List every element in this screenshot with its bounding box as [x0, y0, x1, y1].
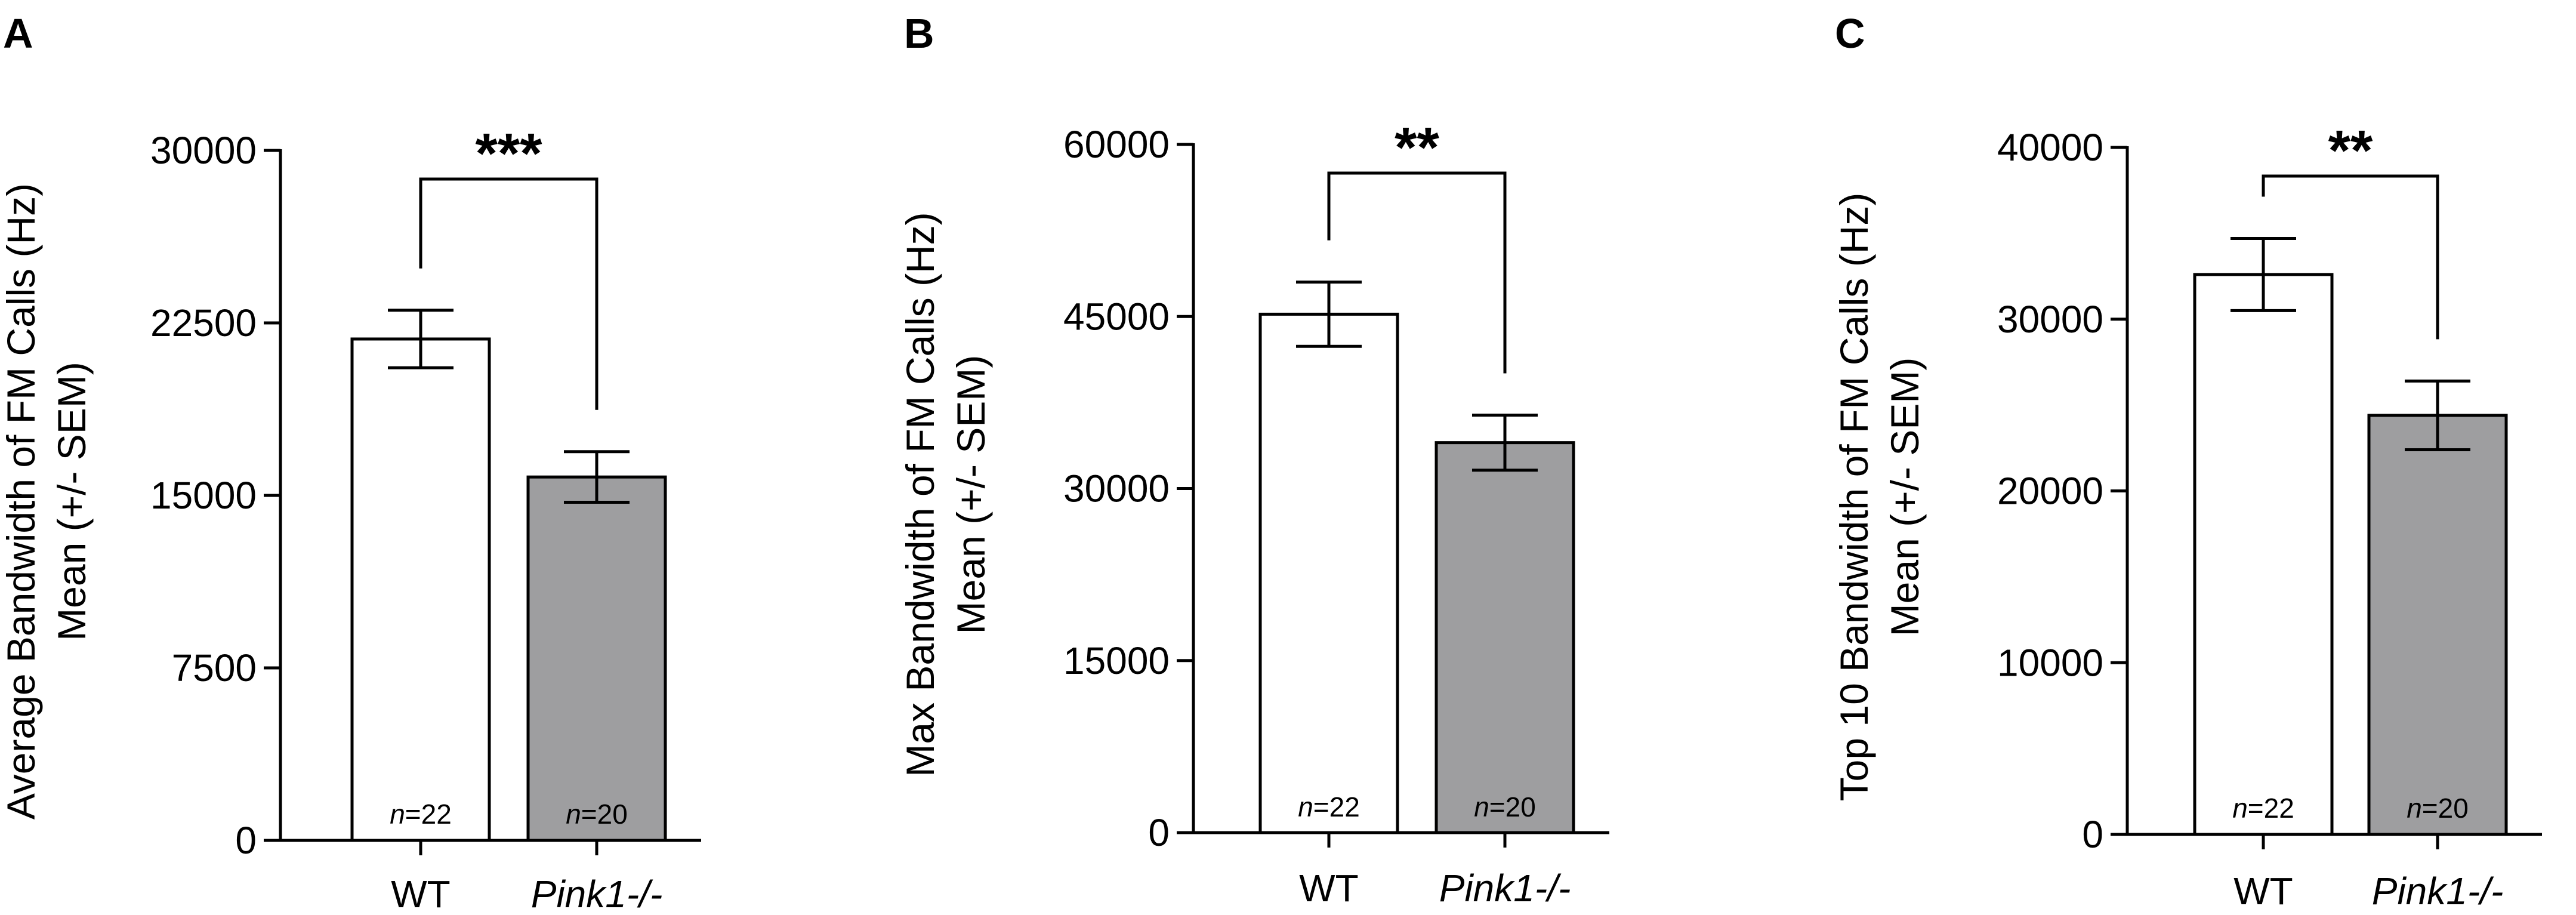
category-label: Pink1-/-: [531, 873, 663, 915]
panel-b: B 0 15000 30000 45000 60000 Max Bandwidth of F…: [898, 10, 1609, 910]
error-bar: [388, 309, 454, 369]
category-label: WT: [391, 873, 451, 915]
y-tick-label: 7500: [172, 646, 257, 689]
y-axis-label-line: Average Bandwidth of FM Calls (Hz): [0, 183, 43, 820]
error-bar: [564, 450, 630, 504]
n-label: n=22: [2232, 793, 2294, 824]
error-bar: [1296, 281, 1362, 348]
significance-stars: **: [1395, 116, 1439, 180]
category-label: WT: [2233, 870, 2293, 913]
panel-a: A 0 7500 15000 22500 30000 Average Bandwidth o…: [0, 10, 701, 915]
panel-letter: C: [1835, 10, 1865, 57]
n-label-value: =20: [2422, 793, 2469, 824]
error-bar: [1472, 414, 1538, 472]
bar-pink1: [1434, 441, 1575, 834]
significance-bracket: [1327, 171, 1507, 374]
n-label: n=20: [566, 799, 628, 830]
n-label-value: =22: [2248, 793, 2294, 824]
bar-wt: [2193, 273, 2334, 836]
n-label-value: =22: [405, 799, 452, 830]
error-bar: [2405, 379, 2470, 451]
y-tick-label: 15000: [1063, 639, 1170, 682]
y-tick-label: 30000: [150, 129, 257, 172]
significance-bracket: [419, 177, 599, 410]
panel-letter: A: [3, 10, 33, 57]
significance-stars: ***: [475, 122, 542, 186]
n-label: n=22: [1298, 791, 1360, 822]
significance-bracket: [2262, 174, 2439, 340]
n-label-prefix: n: [2232, 793, 2248, 824]
n-label: n=20: [2407, 793, 2469, 824]
panel-c: C 0 10000 20000 30000 40000 Top 10 Bandwidth o…: [1832, 10, 2542, 913]
y-tick-label: 45000: [1063, 295, 1170, 338]
y-tick-label: 30000: [1063, 467, 1170, 510]
panel-letter: B: [904, 10, 934, 57]
category-label: Pink1-/-: [2372, 870, 2504, 913]
y-axis-label-line: Max Bandwidth of FM Calls (Hz): [898, 212, 942, 777]
y-axis-label-line: Mean (+/- SEM): [1883, 358, 1927, 637]
n-label-prefix: n: [390, 799, 405, 830]
n-label: n=22: [390, 799, 452, 830]
y-tick-label: 15000: [150, 474, 257, 517]
y-tick-label: 60000: [1063, 123, 1170, 166]
y-axis-label-line: Mean (+/- SEM): [949, 355, 993, 634]
bar-wt: [1258, 312, 1399, 834]
category-label: WT: [1299, 867, 1359, 910]
y-tick-label: 0: [1148, 811, 1170, 854]
n-label-prefix: n: [1298, 791, 1313, 822]
n-label-prefix: n: [2407, 793, 2422, 824]
y-tick-label: 40000: [1997, 126, 2103, 169]
n-label-prefix: n: [566, 799, 581, 830]
y-tick-label: 30000: [1997, 298, 2103, 341]
bar-pink1: [526, 475, 667, 842]
category-label: Pink1-/-: [1439, 867, 1571, 910]
n-label-value: =20: [581, 799, 628, 830]
n-label: n=20: [1474, 791, 1536, 822]
n-label-prefix: n: [1474, 791, 1489, 822]
bar-wt: [350, 337, 491, 842]
bar-pink1: [2367, 414, 2508, 836]
n-label-value: =22: [1313, 791, 1360, 822]
y-tick-label: 0: [2082, 813, 2103, 856]
y-axis-label-line: Top 10 Bandwidth of FM Calls (Hz): [1832, 193, 1876, 802]
y-tick-label: 20000: [1997, 470, 2103, 513]
error-bar: [2231, 237, 2296, 312]
n-label-value: =20: [1489, 791, 1536, 822]
significance-stars: **: [2328, 119, 2373, 183]
y-tick-label: 10000: [1997, 641, 2103, 684]
y-axis-label-line: Mean (+/- SEM): [50, 362, 94, 641]
y-tick-label: 0: [235, 819, 257, 862]
y-tick-label: 22500: [150, 301, 257, 344]
